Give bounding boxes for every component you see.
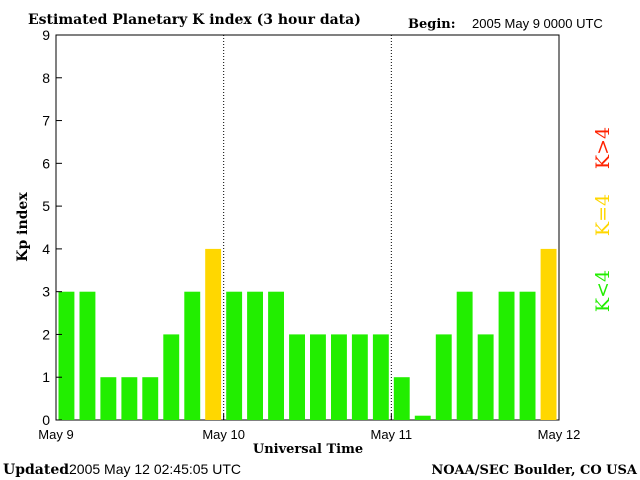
y-tick-label: 1 <box>42 369 50 385</box>
y-axis: 0 1 2 3 4 5 6 7 8 9 <box>42 27 62 428</box>
kp-bar <box>184 291 201 420</box>
kp-bar <box>414 415 431 420</box>
begin-label: Begin: <box>408 17 456 32</box>
day-boundary-lines <box>223 35 392 420</box>
kp-bars <box>58 248 557 420</box>
y-tick-label: 0 <box>42 412 50 428</box>
x-tick-label: May 10 <box>202 427 245 442</box>
kp-bar <box>331 334 347 420</box>
kp-bar <box>435 334 452 420</box>
kp-bar <box>268 291 284 420</box>
y-tick-label: 3 <box>42 284 50 300</box>
y-tick-label: 9 <box>42 27 50 43</box>
kp-bar <box>477 334 494 420</box>
kp-bar <box>226 291 243 420</box>
x-axis: May 9 May 10 May 11 May 12 <box>38 414 580 442</box>
kp-bar <box>310 334 326 420</box>
legend-high: K>4 <box>592 127 614 169</box>
kp-bar <box>372 334 389 420</box>
y-tick-label: 7 <box>42 113 50 129</box>
x-tick-label: May 12 <box>538 427 581 442</box>
updated-value: 2005 May 12 02:45:05 UTC <box>69 461 241 477</box>
x-tick-label: May 11 <box>370 427 412 442</box>
data-source: NOAA/SEC Boulder, CO USA <box>431 463 638 478</box>
y-tick-label: 5 <box>42 198 50 214</box>
plot-frame <box>55 34 560 421</box>
kp-bar <box>205 248 222 420</box>
begin-value: 2005 May 9 0000 UTC <box>472 16 603 31</box>
kp-bar <box>289 334 305 420</box>
kp-bar <box>100 377 117 420</box>
kp-bar <box>498 291 515 420</box>
legend-equal: K=4 <box>592 194 614 236</box>
kp-bar <box>58 291 75 420</box>
kp-bar <box>456 291 473 420</box>
y-tick-label: 4 <box>42 241 50 257</box>
y-axis-label: Kp index <box>15 192 31 262</box>
kp-bar <box>247 291 263 420</box>
kp-bar <box>351 334 368 420</box>
y-tick-label: 2 <box>42 326 50 342</box>
y-tick-label: 8 <box>42 70 50 86</box>
kp-bar <box>142 377 159 420</box>
x-tick-label: May 9 <box>38 427 73 442</box>
kp-bar <box>121 377 138 420</box>
x-axis-label: Universal Time <box>253 442 363 457</box>
legend-low: K<4 <box>592 270 614 312</box>
chart-title: Estimated Planetary K index (3 hour data… <box>28 12 361 28</box>
kp-bar <box>393 377 410 420</box>
updated-label: Updated <box>3 462 69 478</box>
y-tick-label: 6 <box>42 155 50 171</box>
kp-bar <box>79 291 96 420</box>
kp-bar <box>163 334 180 420</box>
kp-bar <box>540 248 557 420</box>
kp-bar <box>519 291 536 420</box>
